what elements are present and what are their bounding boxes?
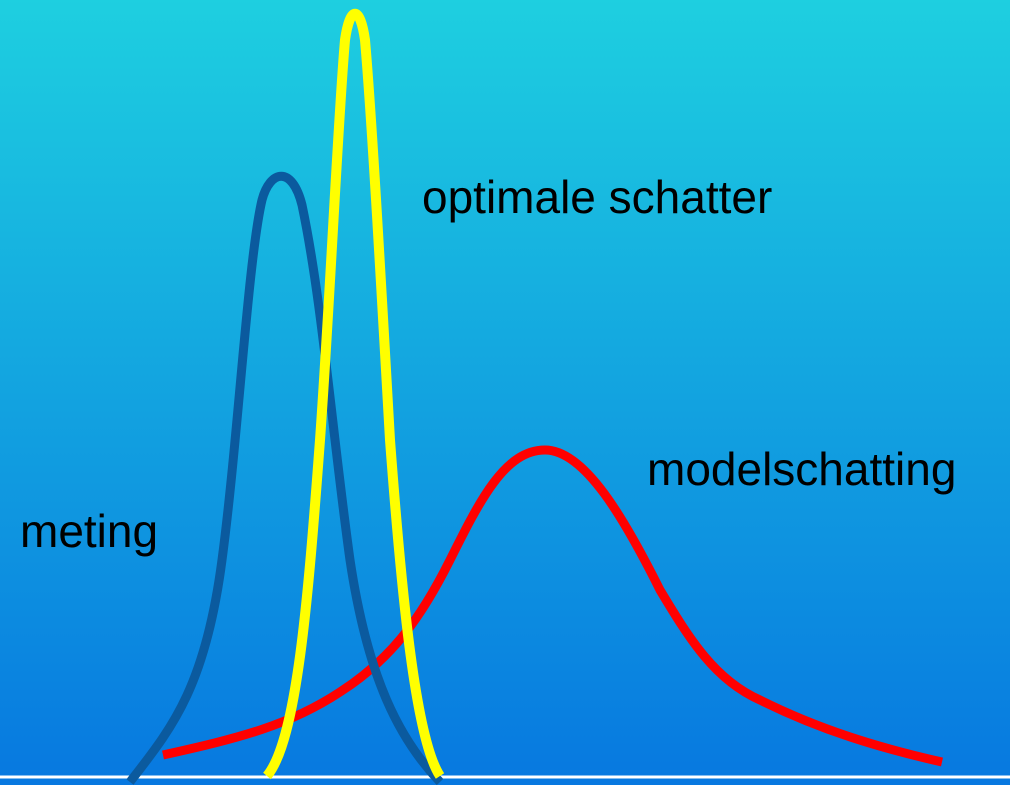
- model-estimate-curve: [162, 445, 943, 767]
- optimal-estimate-label: optimale schatter: [422, 171, 773, 223]
- model-estimate-label: modelschatting: [647, 443, 957, 495]
- optimal-estimate-curve: [262, 9, 445, 780]
- measurement-label: meting: [20, 505, 159, 557]
- measurement-curve: [126, 171, 444, 785]
